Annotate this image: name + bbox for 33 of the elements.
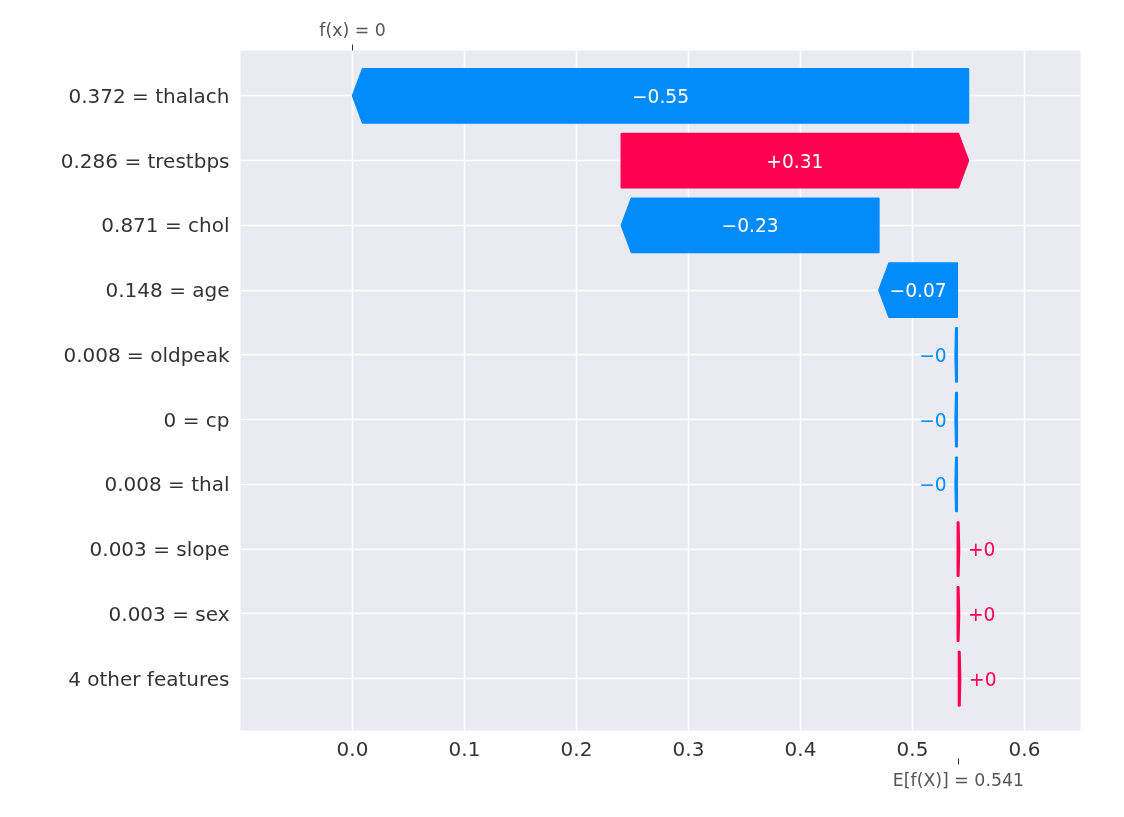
- data-label: −0: [919, 344, 947, 366]
- data-label: +0: [967, 603, 996, 625]
- bar: [620, 197, 880, 254]
- data-label: +0: [967, 539, 996, 561]
- x-tick-label: 0.6: [1008, 736, 1041, 761]
- x-tick-label: 0.2: [560, 736, 593, 761]
- y-tick-label: 0.003 = slope: [89, 537, 230, 562]
- bar: [878, 262, 959, 319]
- data-label: −0: [919, 474, 947, 496]
- y-tick-label: 4 other features: [68, 666, 230, 691]
- x-tick-label: 0.4: [784, 736, 817, 761]
- x-tick-label: 0.1: [448, 736, 481, 761]
- y-tick-label: 0.148 = age: [105, 278, 230, 303]
- y-tick-label: 0.871 = chol: [101, 213, 230, 238]
- y-tick-label: 0.372 = thalach: [68, 83, 230, 108]
- bar: [620, 132, 970, 189]
- x-tick-label: 0.3: [672, 736, 705, 761]
- y-tick-label: 0.286 = trestbps: [60, 148, 230, 173]
- data-label: −0.07: [889, 280, 947, 302]
- bar: [351, 67, 970, 124]
- y-tick-label: 0.003 = sex: [108, 601, 230, 626]
- annotation: E[f(X)] = 0.541: [892, 769, 1024, 790]
- x-tick-label: 0.0: [336, 736, 369, 761]
- x-tick-label: 0.5: [896, 736, 929, 761]
- y-tick-label: 0.008 = oldpeak: [63, 342, 230, 367]
- y-tick-label: 0 = cp: [163, 407, 230, 432]
- data-label: +0.31: [766, 150, 824, 172]
- data-label: −0.23: [721, 215, 779, 237]
- data-label: +0: [969, 668, 997, 690]
- y-tick-label: 0.008 = thal: [104, 472, 230, 497]
- data-label: −0: [919, 409, 947, 431]
- annotation: f(x) = 0: [319, 19, 386, 40]
- data-label: −0.55: [631, 85, 690, 107]
